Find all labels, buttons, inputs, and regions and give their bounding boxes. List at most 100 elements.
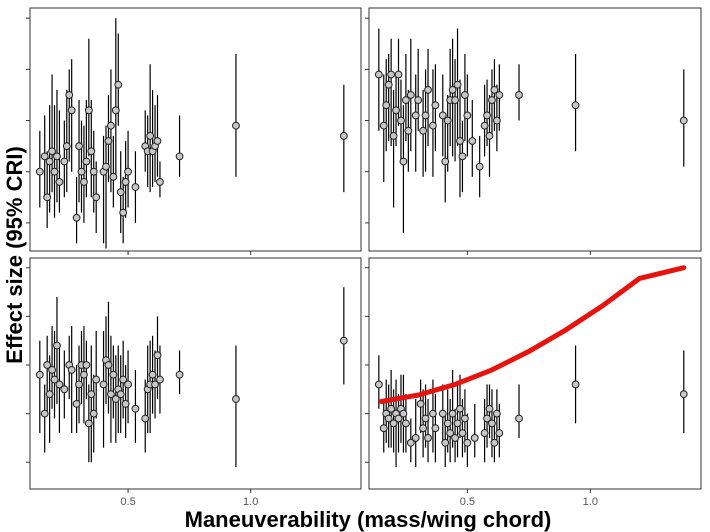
data-point xyxy=(401,419,410,428)
data-point xyxy=(232,121,240,130)
data-point xyxy=(488,96,496,104)
panel-frame xyxy=(368,7,702,252)
data-point xyxy=(60,385,69,394)
data-point xyxy=(80,370,88,379)
data-point xyxy=(448,85,457,94)
panel-bottom-right: 0.5 1.0 xyxy=(365,257,702,508)
data-point xyxy=(43,193,52,202)
data-point xyxy=(119,208,128,217)
data-point xyxy=(443,419,452,428)
data-point xyxy=(124,167,132,176)
x-axis-title: Maneuverability (mass/wing chord) xyxy=(185,507,552,532)
data-point xyxy=(107,121,115,130)
data-point xyxy=(453,419,462,428)
data-point xyxy=(475,162,484,171)
data-point xyxy=(419,424,428,433)
data-point xyxy=(490,85,499,94)
data-point xyxy=(463,438,472,447)
data-point xyxy=(232,395,240,403)
data-point xyxy=(389,131,398,140)
data-point xyxy=(80,178,88,186)
data-point xyxy=(485,131,494,140)
data-point xyxy=(104,361,113,369)
data-point xyxy=(389,419,398,428)
data-point xyxy=(416,399,425,408)
data-point xyxy=(394,70,403,79)
data-point xyxy=(404,126,413,135)
data-point xyxy=(50,375,59,384)
data-point xyxy=(382,101,391,110)
x-tick-label: 0.5 xyxy=(120,496,135,508)
data-point xyxy=(483,111,491,120)
data-point xyxy=(89,409,98,418)
data-point xyxy=(48,147,56,156)
data-point xyxy=(470,434,479,442)
data-point xyxy=(679,116,688,125)
data-point xyxy=(119,375,128,384)
data-point xyxy=(72,399,81,408)
data-point xyxy=(495,91,504,99)
data-point xyxy=(399,409,408,418)
data-point xyxy=(411,434,420,442)
data-point xyxy=(461,91,469,99)
data-point xyxy=(151,380,159,389)
data-point xyxy=(102,162,110,171)
data-point xyxy=(387,404,396,413)
data-point xyxy=(394,414,403,423)
data-point xyxy=(121,399,130,408)
data-point xyxy=(379,121,388,130)
data-point xyxy=(414,96,423,104)
data-point xyxy=(488,419,496,428)
data-point xyxy=(111,395,120,403)
data-point xyxy=(379,424,388,433)
data-point xyxy=(67,106,76,115)
data-point xyxy=(111,106,120,115)
data-point xyxy=(392,106,400,115)
data-point xyxy=(92,375,101,384)
data-point xyxy=(401,96,410,104)
data-point xyxy=(458,152,467,161)
panel-top-right xyxy=(365,7,702,255)
data-point xyxy=(374,380,383,389)
data-point xyxy=(441,157,450,166)
data-point xyxy=(175,152,184,161)
panel-top-left xyxy=(26,7,362,255)
x-tick-label: 1.0 xyxy=(583,496,598,508)
data-point xyxy=(431,424,440,433)
data-point xyxy=(67,365,76,374)
data-point xyxy=(55,178,64,186)
data-point xyxy=(35,167,44,176)
data-point xyxy=(406,438,415,447)
data-point xyxy=(40,152,49,161)
data-point xyxy=(453,80,462,89)
data-point xyxy=(82,157,91,166)
data-point xyxy=(53,152,61,161)
data-point xyxy=(429,121,437,130)
panel-bottom-left: 0.5 1.0 xyxy=(26,257,362,508)
data-point xyxy=(492,409,501,418)
data-point xyxy=(131,404,140,413)
data-point xyxy=(456,404,464,413)
data-point xyxy=(438,111,447,120)
data-point xyxy=(141,414,150,423)
data-point xyxy=(156,375,164,384)
data-point xyxy=(480,429,489,437)
data-point xyxy=(387,70,396,79)
data-point xyxy=(116,390,125,399)
data-point xyxy=(75,380,83,389)
panels-layer: 0.5 1.0 0.5 1.0 xyxy=(26,7,702,508)
data-point xyxy=(515,91,523,99)
data-point xyxy=(446,429,455,437)
data-point xyxy=(492,116,501,125)
data-point xyxy=(397,116,405,125)
data-point xyxy=(406,91,415,99)
data-point xyxy=(483,414,491,423)
data-point xyxy=(82,361,91,369)
data-point xyxy=(463,111,472,120)
data-point xyxy=(441,438,450,447)
data-point xyxy=(84,419,93,428)
data-point xyxy=(571,101,580,110)
data-point xyxy=(458,429,467,437)
trend-line xyxy=(378,265,687,404)
